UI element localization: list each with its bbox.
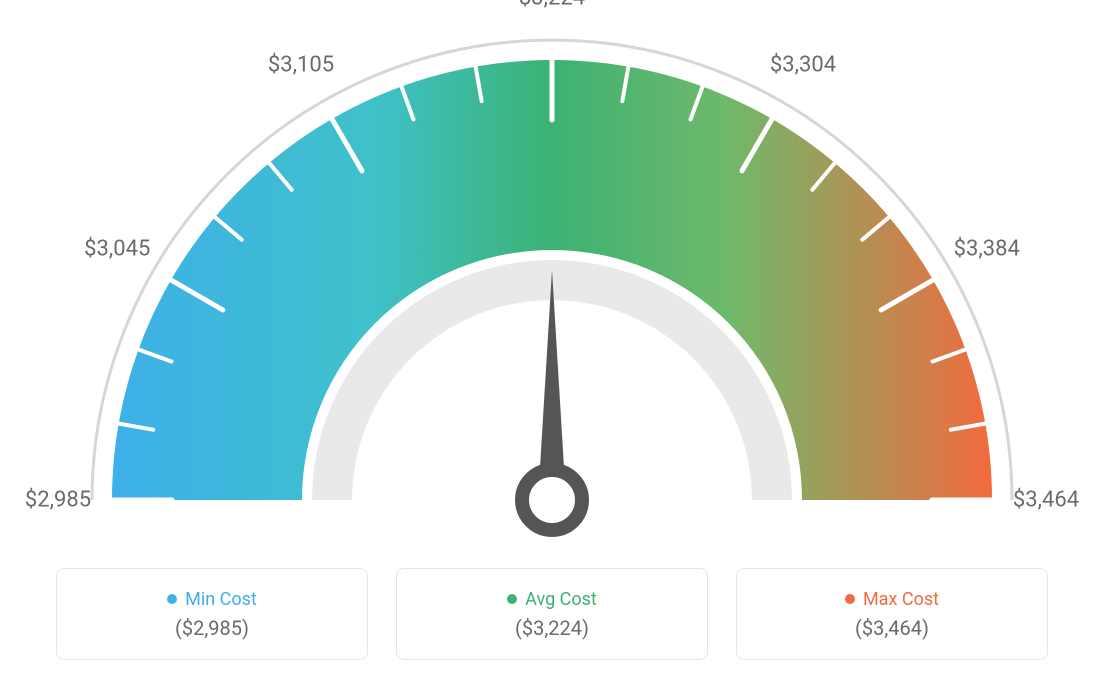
gauge-tick-label: $3,304 <box>770 53 836 78</box>
max-cost-card: Max Cost ($3,464) <box>736 568 1048 660</box>
dot-icon <box>507 594 517 604</box>
min-cost-card: Min Cost ($2,985) <box>56 568 368 660</box>
gauge-tick-label: $2,985 <box>25 488 91 513</box>
max-cost-label-row: Max Cost <box>845 589 939 610</box>
avg-cost-label: Avg Cost <box>525 589 597 610</box>
summary-cards: Min Cost ($2,985) Avg Cost ($3,224) Max … <box>56 568 1048 660</box>
gauge-chart: $2,985$3,045$3,105$3,224$3,304$3,384$3,4… <box>22 20 1082 560</box>
gauge-tick-label: $3,464 <box>1013 488 1079 513</box>
gauge-tick-label: $3,224 <box>519 0 585 11</box>
dot-icon <box>845 594 855 604</box>
gauge-tick-label: $3,045 <box>84 237 150 262</box>
dot-icon <box>167 594 177 604</box>
avg-cost-label-row: Avg Cost <box>507 589 597 610</box>
max-cost-value: ($3,464) <box>855 616 929 640</box>
min-cost-label-row: Min Cost <box>167 589 257 610</box>
min-cost-label: Min Cost <box>185 589 257 610</box>
avg-cost-value: ($3,224) <box>515 616 589 640</box>
max-cost-label: Max Cost <box>863 589 939 610</box>
gauge-tick-label: $3,384 <box>954 237 1020 262</box>
avg-cost-card: Avg Cost ($3,224) <box>396 568 708 660</box>
gauge-tick-label: $3,105 <box>268 53 334 78</box>
cost-gauge-container: $2,985 $3,045 $3,105 $3,224 $3,304 $3,384 $3,4… <box>0 0 1104 690</box>
min-cost-value: ($2,985) <box>175 616 249 640</box>
